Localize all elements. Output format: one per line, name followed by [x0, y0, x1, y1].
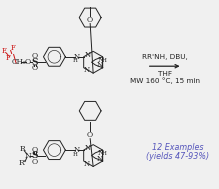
Text: O: O	[32, 64, 38, 72]
Text: (yields 47-93%): (yields 47-93%)	[146, 152, 209, 161]
Text: N: N	[98, 56, 104, 64]
Text: H: H	[72, 152, 77, 156]
Text: S: S	[32, 151, 38, 160]
Text: N: N	[97, 155, 103, 163]
Text: THF: THF	[158, 71, 172, 77]
Text: N: N	[84, 51, 90, 59]
Text: H: H	[72, 58, 77, 63]
Text: O: O	[25, 58, 31, 66]
Text: S: S	[32, 58, 38, 67]
Text: O: O	[32, 157, 38, 166]
Text: N: N	[83, 160, 90, 168]
Text: F: F	[5, 54, 10, 63]
Text: N: N	[97, 61, 103, 69]
Text: N: N	[25, 152, 32, 160]
Text: O: O	[87, 131, 93, 139]
Text: N: N	[83, 66, 90, 74]
Text: O: O	[32, 52, 38, 60]
Text: F: F	[1, 46, 6, 55]
Text: N: N	[74, 146, 80, 154]
Text: N: N	[98, 149, 104, 157]
Text: O: O	[32, 146, 38, 154]
Text: H: H	[102, 58, 107, 63]
Text: O: O	[87, 16, 93, 24]
Text: R: R	[19, 145, 25, 153]
Text: H: H	[102, 151, 107, 156]
Text: R': R'	[18, 160, 26, 167]
Text: F: F	[10, 43, 15, 52]
Text: RR'NH, DBU,: RR'NH, DBU,	[142, 54, 187, 60]
Text: N: N	[74, 53, 80, 61]
Text: CH₂: CH₂	[12, 58, 26, 66]
Text: N: N	[84, 144, 90, 152]
Text: MW 160 °C, 15 min: MW 160 °C, 15 min	[130, 78, 200, 84]
Text: 12 Examples: 12 Examples	[152, 143, 203, 152]
